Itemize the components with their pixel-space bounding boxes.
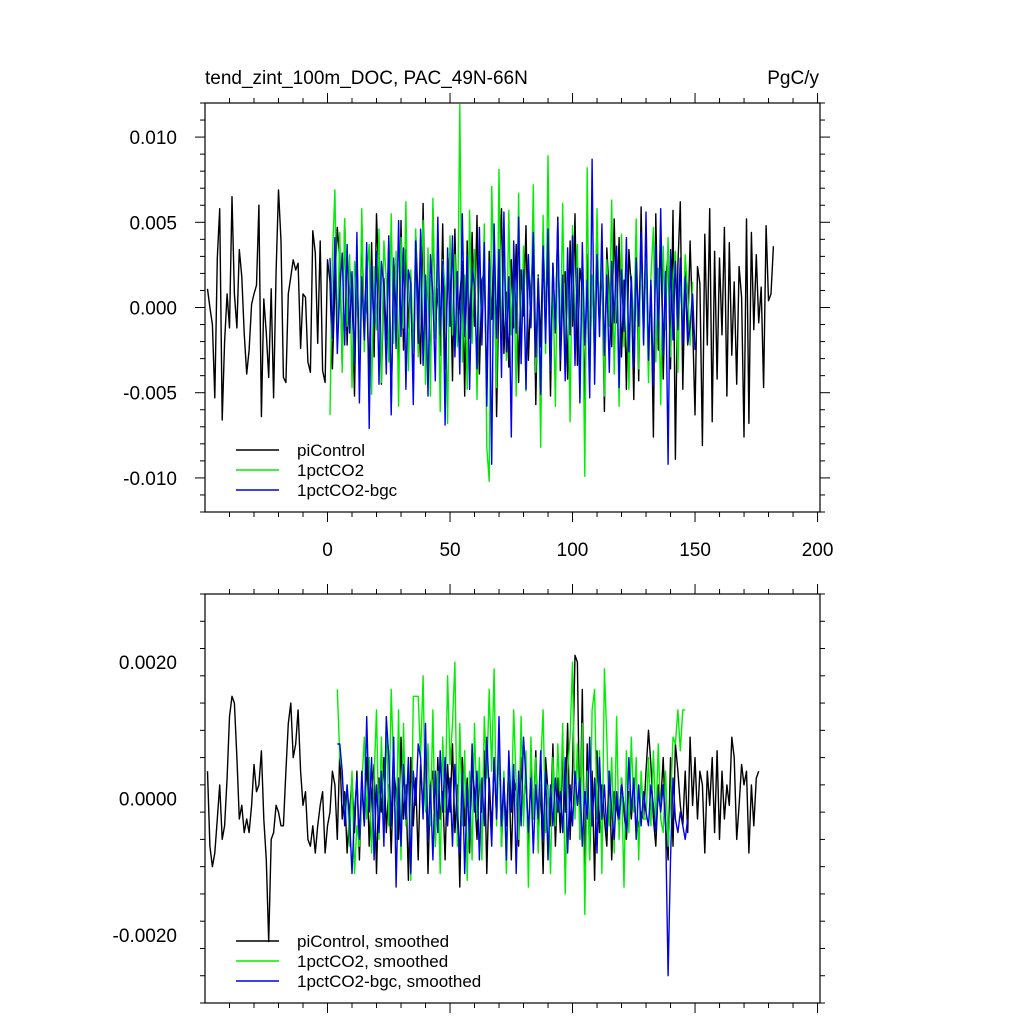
top-y-tick-label: -0.005 [123, 384, 177, 405]
top-legend: piControl 1pctCO2 1pctCO2-bgc [236, 441, 398, 500]
panel-title: tend_zint_100m_DOC, PAC_49N-66N [205, 68, 528, 89]
top-x-tick-label: 0 [322, 540, 333, 561]
legend-label-1pctco2-smoothed: 1pctCO2, smoothed [297, 952, 448, 971]
top-x-tick-label: 200 [802, 540, 834, 561]
legend-label-picontrol-smoothed: piControl, smoothed [297, 932, 449, 951]
top-x-tick-label: 100 [557, 540, 589, 561]
top-y-tick-label: 0.000 [129, 299, 177, 320]
top-ticks-group: 0 50 100 150 200 0.010 0.005 0.000 -0.005 -0.010 [123, 93, 833, 561]
bottom-plot-frame [204, 593, 821, 1004]
top-y-tick-label: 0.010 [129, 128, 177, 149]
legend-label-picontrol: piControl [297, 441, 365, 460]
top-y-tick-label: 0.005 [129, 213, 177, 234]
bottom-series-line-1pctco2-bgc-smoothed [337, 716, 689, 977]
top-x-tick-label: 50 [439, 540, 460, 561]
bottom-y-tick-label: 0.0020 [119, 653, 177, 674]
bottom-legend: piControl, smoothed 1pctCO2, smoothed 1p… [236, 932, 481, 991]
top-y-tick-label: -0.010 [123, 469, 177, 490]
top-panel: tend_zint_100m_DOC, PAC_49N-66N PgC/y 0 5… [123, 68, 833, 561]
top-series-line-1pctco2-bgc [329, 158, 696, 465]
bottom-y-tick-label: 0.0000 [119, 790, 177, 811]
top-plot-frame [204, 102, 821, 513]
legend-label-1pctco2-bgc-smoothed: 1pctCO2-bgc, smoothed [297, 972, 481, 991]
top-series-group [206, 103, 775, 482]
units-label: PgC/y [767, 68, 819, 89]
bottom-series-group [206, 654, 760, 977]
bottom-y-tick-label: -0.0020 [113, 926, 177, 947]
bottom-ticks-group: 0.0020 0.0000 -0.0020 [113, 584, 825, 1013]
top-x-tick-label: 150 [679, 540, 711, 561]
legend-label-1pctco2-bgc: 1pctCO2-bgc [297, 481, 398, 500]
bottom-panel: 0.0020 0.0000 -0.0020 piControl, smoothed … [113, 584, 825, 1013]
legend-label-1pctco2: 1pctCO2 [297, 461, 364, 480]
